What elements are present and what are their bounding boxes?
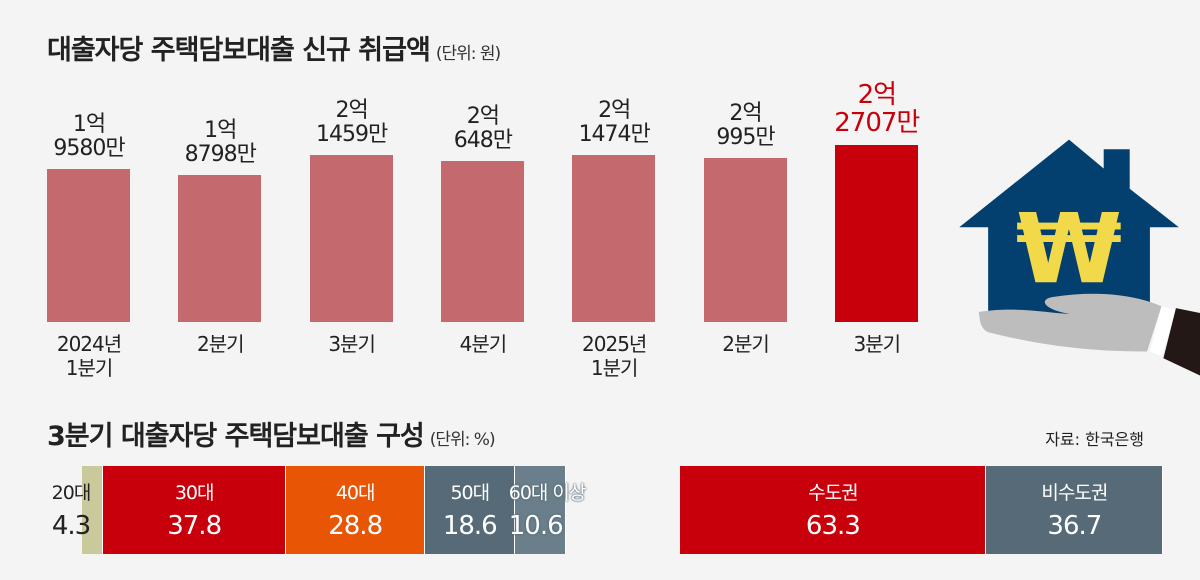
segment-region (680, 466, 986, 554)
source-label: 자료: 한국은행 (1045, 430, 1144, 449)
value-label: 2억 648만 (453, 104, 513, 154)
bar (178, 175, 262, 322)
unit-label: (단위: %) (429, 430, 496, 450)
unit-label: (단위: 원) (435, 44, 501, 64)
composition-title: 3분기 대출자당 주택담보대출 구성 (단위: %) (47, 414, 496, 453)
segment-label: 20대 4.3 (51, 482, 92, 541)
x-tick-label: 2024년 1분기 (56, 332, 122, 380)
title-text: 3분기 대출자당 주택담보대출 구성 (47, 421, 425, 452)
segment-label: 비수도권 36.7 (1041, 482, 1108, 541)
x-tick-label: 2025년 1분기 (582, 332, 647, 380)
segment-age (82, 466, 103, 554)
value-label: 1억 9580만 (53, 112, 125, 162)
house-hand-icon: ₩ (959, 139, 1200, 376)
bar (440, 161, 524, 322)
chart-title: 대출자당 주택담보대출 신규 취급액 (단위: 원) (47, 28, 501, 67)
bar (572, 154, 656, 322)
segment-label: 40대 28.8 (328, 482, 383, 541)
value-label: 1억 8798만 (184, 118, 257, 168)
x-tick-label: 3분기 (853, 332, 902, 356)
bar (47, 169, 130, 322)
value-label: 2억 1474만 (578, 97, 651, 147)
value-label: 2억 2707만 (834, 80, 920, 138)
x-tick-label: 4분기 (459, 332, 508, 356)
segment-age (424, 466, 515, 554)
value-label: 2억 1459만 (315, 97, 388, 147)
segment-age (285, 466, 425, 554)
x-tick-label: 3분기 (328, 332, 376, 356)
svg-text:₩: ₩ (1016, 193, 1122, 305)
segment-label: 30대 37.8 (167, 482, 222, 541)
segment-label: 60대 이상 10.6 (508, 482, 587, 541)
x-tick-label: 2분기 (197, 332, 245, 356)
bar (703, 158, 787, 322)
segment-age (514, 466, 566, 554)
segment-region (985, 466, 1163, 554)
value-label: 2억 995만 (716, 101, 775, 151)
segment-label: 수도권 63.3 (805, 482, 861, 541)
segment-label: 50대 18.6 (442, 482, 498, 541)
segment-age (102, 466, 286, 554)
bar (834, 145, 918, 322)
x-tick-label: 2분기 (722, 332, 770, 356)
title-text: 대출자당 주택담보대출 신규 취급액 (47, 35, 431, 66)
bar (309, 154, 393, 322)
